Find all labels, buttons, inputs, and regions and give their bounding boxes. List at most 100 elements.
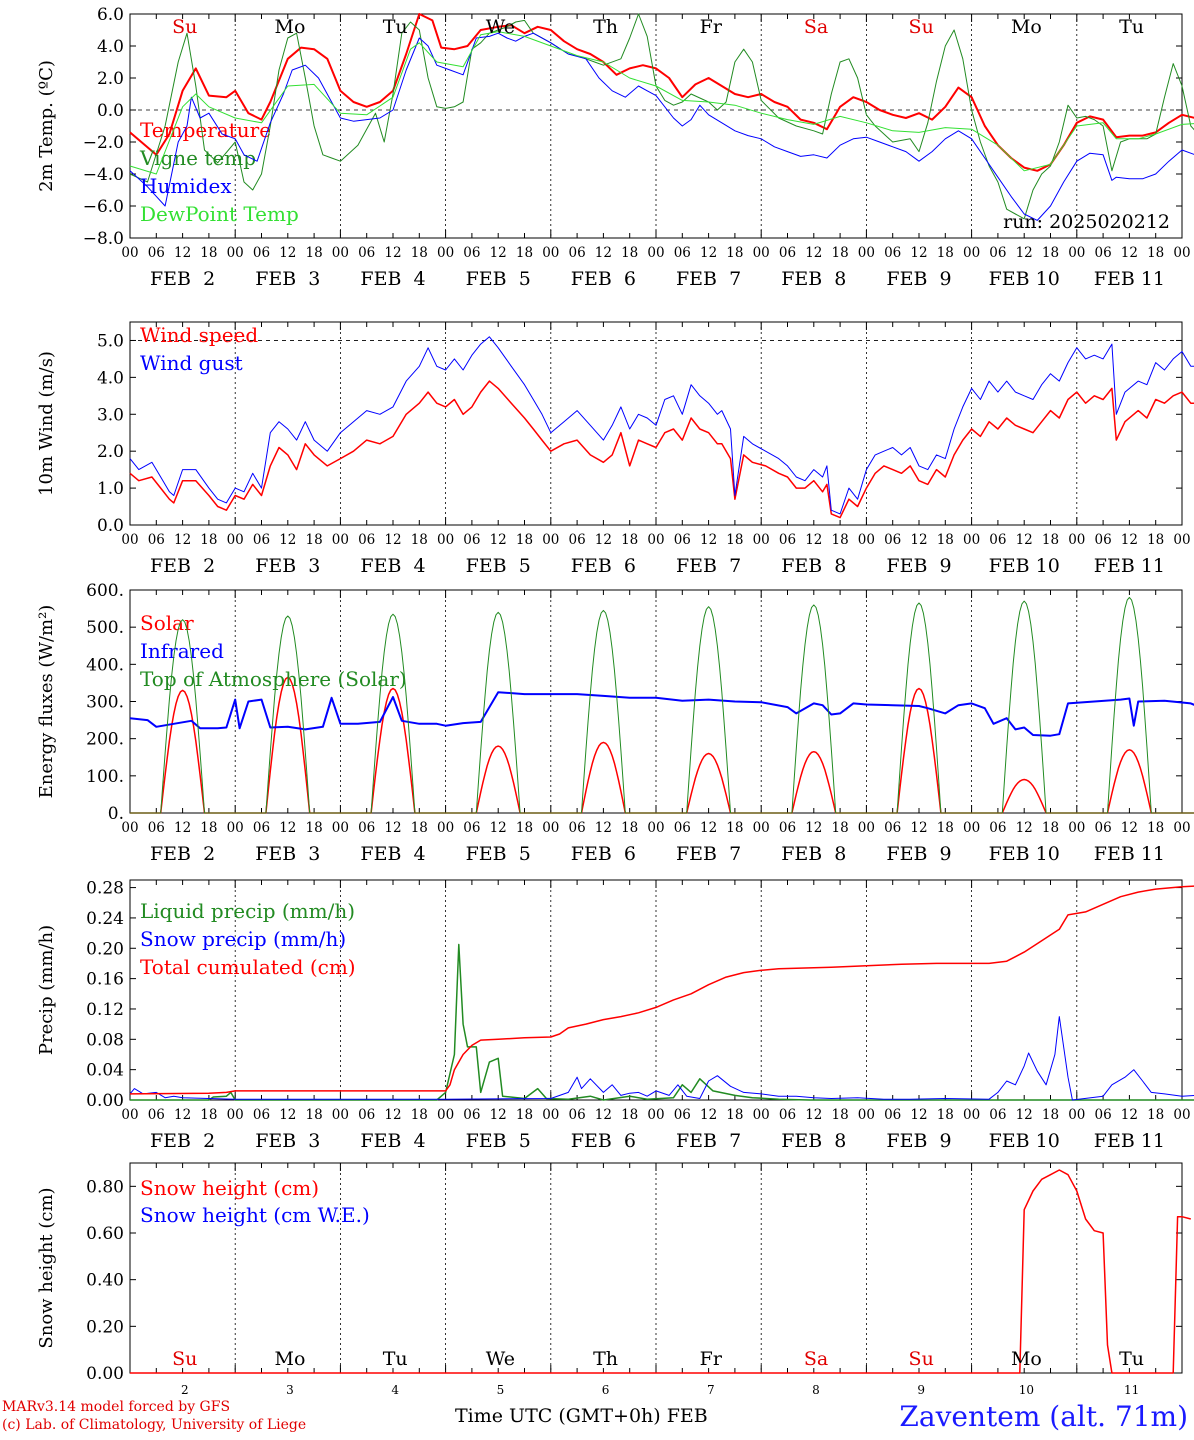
x-hour-label: 00 (963, 245, 980, 261)
y-tick-label: 0.80 (86, 1177, 124, 1197)
x-hour-label: 18 (832, 1107, 849, 1123)
day-name-label: Su (909, 1348, 934, 1370)
x-hour-label: 18 (1147, 820, 1164, 836)
day-number-label: 7 (707, 1383, 715, 1397)
chart-panel-1: 6.0 4.0 2.0 0.0 −2.0 −4.0 −6.0 −8.0 2m Temp. (ºC… (36, 5, 1194, 290)
x-hour-label: 12 (384, 532, 401, 548)
x-hour-label: 00 (647, 245, 664, 261)
x-hour-label: 18 (411, 1107, 428, 1123)
x-date-label: FEB 9 (886, 843, 951, 865)
x-hour-label: 06 (358, 245, 375, 261)
run-label: run: 2025020212 (1003, 211, 1170, 233)
x-hour-label: 00 (121, 1107, 138, 1123)
x-hour-label: 18 (621, 245, 638, 261)
x-hour-label: 12 (1016, 532, 1033, 548)
x-hour-label: 18 (726, 245, 743, 261)
x-hour-label: 06 (1095, 820, 1112, 836)
y-tick-label: 5.0 (97, 331, 124, 351)
x-date-label: FEB 6 (571, 843, 636, 865)
x-hour-label: 06 (463, 820, 480, 836)
x-date-label: FEB 8 (781, 555, 846, 577)
x-hour-label: 18 (937, 1107, 954, 1123)
x-date-label: FEB 4 (360, 268, 425, 290)
x-hour-label: 00 (437, 532, 454, 548)
x-hour-label: 00 (753, 820, 770, 836)
lab-credit: (c) Lab. of Climatology, University of L… (2, 1417, 307, 1433)
x-hour-label: 00 (542, 820, 559, 836)
x-hour-label: 12 (1016, 1107, 1033, 1123)
x-hour-label: 12 (910, 245, 927, 261)
x-hour-label: 06 (779, 820, 796, 836)
y-axis-title: Snow height (cm) (36, 1187, 57, 1348)
credit-block: MARv3.14 model forced by GFS (c) Lab. of… (2, 1398, 306, 1434)
station-label: Zaventem (alt. 71m) (899, 1400, 1188, 1433)
x-hour-label: 18 (726, 820, 743, 836)
day-number-label: 2 (181, 1383, 189, 1397)
x-date-label: FEB 10 (989, 843, 1060, 865)
x-hour-label: 18 (516, 820, 533, 836)
x-hour-label: 00 (858, 532, 875, 548)
y-tick-label: 0.00 (86, 1091, 124, 1111)
y-tick-label: 2.0 (97, 69, 124, 89)
x-hour-label: 18 (726, 532, 743, 548)
x-hour-label: 18 (516, 245, 533, 261)
x-hour-label: 00 (121, 532, 138, 548)
x-hour-label: 06 (674, 820, 691, 836)
x-hour-label: 12 (279, 532, 296, 548)
legend-entry: Snow height (cm W.E.) (140, 1203, 370, 1227)
series-line-snow-precip-mm-h- (129, 1016, 1194, 1101)
x-hour-label: 00 (437, 1107, 454, 1123)
x-hour-label: 12 (700, 245, 717, 261)
x-hour-label: 12 (1121, 532, 1138, 548)
x-hour-label: 12 (279, 1107, 296, 1123)
x-date-label: FEB 11 (1094, 268, 1165, 290)
x-hour-label: 18 (200, 532, 217, 548)
x-hour-label: 06 (779, 245, 796, 261)
x-hour-label: 00 (647, 820, 664, 836)
x-hour-label: 00 (227, 820, 244, 836)
x-hour-label: 00 (332, 1107, 349, 1123)
y-tick-label: 0.04 (86, 1061, 124, 1081)
x-hour-label: 12 (805, 245, 822, 261)
x-hour-label: 18 (937, 245, 954, 261)
y-tick-label: −8.0 (83, 229, 124, 249)
x-date-label: FEB 4 (360, 555, 425, 577)
x-hour-label: 00 (1173, 532, 1190, 548)
month-label: FEB (666, 1405, 708, 1427)
x-hour-label: 00 (332, 532, 349, 548)
x-date-label: FEB 2 (150, 268, 215, 290)
x-hour-label: 12 (490, 532, 507, 548)
x-hour-label: 00 (121, 245, 138, 261)
x-hour-label: 18 (200, 820, 217, 836)
x-hour-label: 18 (1147, 532, 1164, 548)
legend-entry: Wind gust (140, 351, 243, 375)
x-hour-label: 18 (621, 532, 638, 548)
x-hour-label: 12 (595, 820, 612, 836)
x-date-label: FEB 5 (466, 1130, 531, 1152)
x-hour-label: 12 (805, 820, 822, 836)
x-hour-label: 12 (279, 245, 296, 261)
x-hour-label: 06 (674, 532, 691, 548)
x-hour-label: 00 (332, 820, 349, 836)
x-hour-label: 18 (832, 532, 849, 548)
day-name-label: Tu (1119, 1348, 1144, 1370)
x-hour-label: 06 (884, 820, 901, 836)
day-name-label: Tu (1119, 16, 1144, 38)
y-tick-label: 0.0 (97, 516, 124, 536)
x-hour-label: 06 (253, 532, 270, 548)
x-hour-label: 00 (542, 532, 559, 548)
x-hour-label: 12 (910, 820, 927, 836)
x-hour-label: 18 (411, 532, 428, 548)
y-tick-label: 0.20 (86, 1317, 124, 1337)
x-hour-label: 00 (647, 532, 664, 548)
x-hour-label: 06 (779, 1107, 796, 1123)
x-date-label: FEB 3 (255, 843, 320, 865)
x-hour-label: 18 (516, 1107, 533, 1123)
day-name-label: Th (593, 16, 618, 38)
series-line-wind-gust (129, 336, 1194, 515)
x-hour-label: 12 (595, 1107, 612, 1123)
x-hour-label: 12 (1121, 820, 1138, 836)
x-date-label: FEB 11 (1094, 555, 1165, 577)
x-hour-label: 12 (174, 532, 191, 548)
x-hour-label: 06 (253, 820, 270, 836)
